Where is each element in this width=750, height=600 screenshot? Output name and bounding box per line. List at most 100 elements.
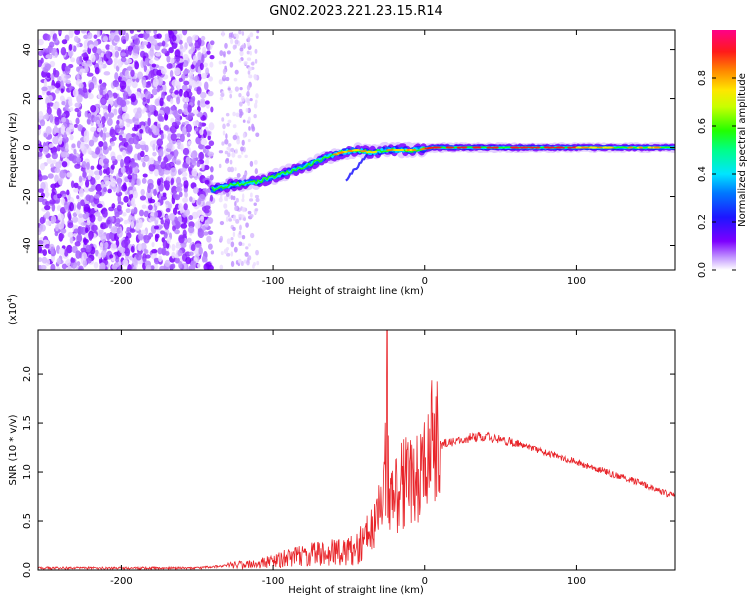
spectrogram-cell: [92, 46, 98, 54]
spectrogram-cell: [168, 213, 176, 221]
spectrogram-cell: [234, 201, 237, 207]
spectrogram-cell: [218, 163, 222, 169]
spectrogram-cell: [54, 116, 60, 122]
spectrogram-cell: [117, 194, 122, 204]
spectrogram-cell: [136, 107, 142, 114]
spectrogram-cell: [58, 178, 63, 186]
spectrogram-cell: [65, 79, 71, 84]
colorbar-tick-label: 0.2: [697, 214, 708, 230]
spectrogram-cell: [189, 196, 193, 202]
spectrogram-cell: [126, 78, 133, 88]
spectrogram-cell: [162, 192, 167, 197]
spectrogram-cell: [110, 178, 117, 187]
spectrogram-hotspot: [638, 146, 643, 149]
spectrogram-trace-branch: [345, 153, 368, 182]
spectrogram-cell: [229, 93, 233, 99]
spectrogram-cell: [165, 207, 171, 213]
spectrogram-cell: [166, 154, 173, 160]
spectrogram-cell: [229, 159, 233, 165]
spectrogram-cell: [118, 246, 126, 254]
spectrogram-cell: [85, 257, 92, 264]
snr-x-tick-label: -100: [262, 576, 285, 587]
spectrogram-cell: [249, 98, 253, 102]
spectrogram-cell: [136, 88, 142, 93]
colorbar-tick-label: 0.6: [697, 118, 708, 134]
spectrogram-cell: [148, 59, 154, 65]
spectrogram-hotspot: [360, 150, 367, 153]
spectrogram-cell: [239, 112, 243, 119]
spectrogram-cell: [83, 203, 91, 212]
spectrogram-cell: [103, 71, 111, 76]
spectrogram-cell: [60, 47, 67, 56]
spectrogram-cell: [87, 174, 91, 181]
spectrogram-cell: [115, 217, 121, 225]
spectrogram-cell: [204, 100, 210, 105]
spectrogram-cell: [54, 174, 59, 183]
spectrogram-cell: [149, 157, 155, 165]
snr-y-tick-label: 2.0: [22, 366, 33, 382]
spectrogram-cell: [172, 207, 178, 216]
spectrogram-cell: [82, 49, 88, 54]
spectrogram-cell: [143, 107, 147, 112]
spectrogram-cell: [254, 168, 258, 175]
spectrogram-cell: [177, 108, 183, 115]
spectrogram-hotspot: [386, 149, 394, 151]
spectrogram-cell: [85, 227, 89, 234]
spectrogram-cell: [93, 194, 101, 199]
spectrogram-cell: [232, 231, 236, 238]
spectrogram-cell: [158, 148, 164, 158]
spectrogram-cell: [119, 52, 127, 57]
spectrogram-hotspot: [486, 146, 492, 149]
spectrogram-cell: [174, 229, 180, 235]
spectrogram-cell: [115, 239, 120, 248]
spectrogram-cell: [247, 138, 251, 143]
spectrogram-x-tick-label: 100: [567, 276, 586, 287]
spectrogram-cell: [142, 80, 147, 89]
spectrogram-cell: [234, 167, 237, 172]
colorbar-tick-label: 0.4: [697, 166, 708, 182]
spectrogram-cell: [230, 241, 235, 248]
spectrogram-cell: [152, 77, 159, 88]
spectrogram-cell: [126, 227, 131, 233]
spectrogram-hotspot: [474, 146, 480, 149]
spectrogram-cell: [233, 214, 237, 221]
spectrogram-cell: [178, 77, 183, 83]
spectrogram-cell: [256, 30, 260, 34]
spectrogram-cell: [40, 192, 45, 199]
spectrogram-cell: [169, 57, 175, 64]
spectrogram-cell: [247, 36, 251, 43]
spectrogram-cell: [96, 127, 102, 133]
spectrogram-cell: [111, 264, 118, 270]
spectrogram-cell: [159, 97, 164, 107]
spectrogram-cell: [182, 126, 187, 136]
spectrogram-cell: [204, 219, 210, 228]
spectrogram-cell: [56, 107, 62, 117]
spectrogram-cell: [232, 134, 238, 141]
spectrogram-cell: [244, 172, 248, 176]
spectrogram-cell: [39, 119, 46, 127]
spectrogram-cell: [114, 211, 120, 218]
spectrogram-cell: [221, 141, 225, 146]
spectrogram-cell: [227, 143, 232, 147]
spectrogram-cell: [186, 36, 193, 44]
spectrogram-cell: [144, 144, 149, 153]
spectrogram-cell: [156, 123, 161, 129]
spectrogram-cell: [255, 132, 260, 138]
spectrogram-cell: [83, 237, 87, 244]
colorbar-tick-label: 0.8: [697, 70, 708, 86]
spectrogram-cell: [130, 93, 137, 103]
spectrogram-cell: [247, 66, 253, 72]
spectrogram-cell: [242, 193, 245, 200]
spectrogram-cell: [155, 52, 162, 57]
spectrogram-cell: [203, 209, 210, 214]
spectrogram-cell: [229, 38, 234, 45]
spectrogram-cell: [166, 55, 171, 63]
spectrogram-cell: [204, 158, 210, 165]
spectrogram-cell: [74, 30, 81, 36]
spectrogram-cell: [206, 50, 211, 55]
spectrogram-cell: [53, 194, 58, 201]
spectrogram-cell: [224, 150, 229, 155]
spectrogram-cell: [226, 252, 231, 257]
